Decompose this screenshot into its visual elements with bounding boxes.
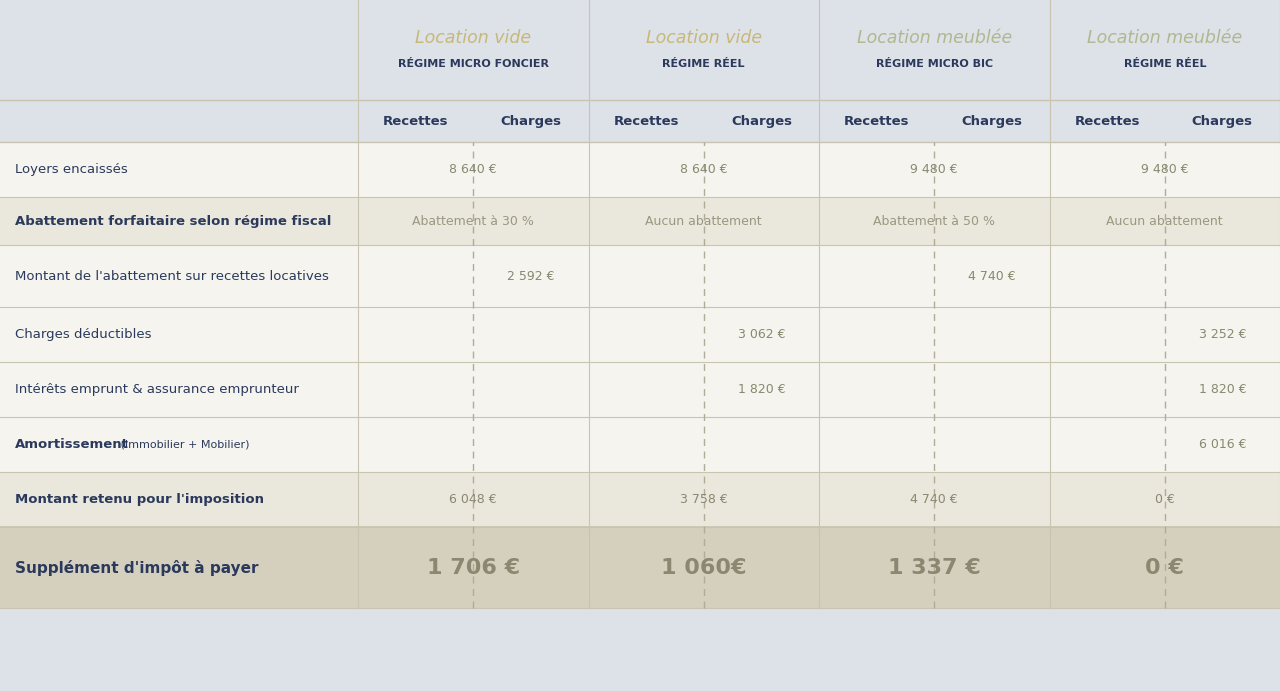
Text: RÉGIME RÉEL: RÉGIME RÉEL	[1124, 59, 1206, 69]
Text: 9 480 €: 9 480 €	[1140, 163, 1189, 176]
Text: Aucun abattement: Aucun abattement	[1106, 214, 1224, 227]
Text: 2 592 €: 2 592 €	[507, 269, 554, 283]
Text: Recettes: Recettes	[844, 115, 909, 128]
Text: Recettes: Recettes	[1074, 115, 1140, 128]
Text: Abattement à 50 %: Abattement à 50 %	[873, 214, 996, 227]
Text: 1 820 €: 1 820 €	[1198, 383, 1247, 396]
Text: Recettes: Recettes	[383, 115, 448, 128]
Text: 0 €: 0 €	[1146, 558, 1184, 578]
Text: Loyers encaissés: Loyers encaissés	[15, 163, 128, 176]
Text: Location vide: Location vide	[645, 29, 762, 47]
Text: Location meublée: Location meublée	[1087, 29, 1243, 47]
Bar	[0, 472, 1280, 527]
Text: Location meublée: Location meublée	[856, 29, 1012, 47]
Text: Intérêts emprunt & assurance emprunteur: Intérêts emprunt & assurance emprunteur	[15, 383, 298, 396]
Bar	[0, 142, 1280, 197]
Text: (Immobilier + Mobilier): (Immobilier + Mobilier)	[116, 439, 250, 450]
Text: 4 740 €: 4 740 €	[910, 493, 957, 506]
Bar	[0, 245, 1280, 307]
Text: 3 062 €: 3 062 €	[737, 328, 785, 341]
Bar	[0, 0, 1280, 100]
Bar	[0, 362, 1280, 417]
Text: Abattement forfaitaire selon régime fiscal: Abattement forfaitaire selon régime fisc…	[15, 214, 332, 227]
Bar	[0, 527, 1280, 608]
Text: 1 706 €: 1 706 €	[426, 558, 520, 578]
Text: Charges: Charges	[1192, 115, 1253, 128]
Text: 1 337 €: 1 337 €	[888, 558, 980, 578]
Text: 3 758 €: 3 758 €	[680, 493, 727, 506]
Text: RÉGIME RÉEL: RÉGIME RÉEL	[663, 59, 745, 69]
Text: 6 016 €: 6 016 €	[1198, 438, 1247, 451]
Text: Amortissement: Amortissement	[15, 438, 129, 451]
Text: 9 480 €: 9 480 €	[910, 163, 957, 176]
Text: Abattement à 30 %: Abattement à 30 %	[412, 214, 534, 227]
Text: Charges: Charges	[961, 115, 1023, 128]
Text: 8 640 €: 8 640 €	[680, 163, 727, 176]
Text: 1 060€: 1 060€	[660, 558, 746, 578]
Text: Aucun abattement: Aucun abattement	[645, 214, 762, 227]
Text: RÉGIME MICRO FONCIER: RÉGIME MICRO FONCIER	[398, 59, 549, 69]
Text: Recettes: Recettes	[613, 115, 678, 128]
Text: Montant de l'abattement sur recettes locatives: Montant de l'abattement sur recettes loc…	[15, 269, 329, 283]
Text: Charges: Charges	[500, 115, 562, 128]
Text: Charges: Charges	[731, 115, 792, 128]
Bar	[0, 307, 1280, 362]
Text: RÉGIME MICRO BIC: RÉGIME MICRO BIC	[876, 59, 993, 69]
Text: Montant retenu pour l'imposition: Montant retenu pour l'imposition	[15, 493, 264, 506]
Text: Charges déductibles: Charges déductibles	[15, 328, 151, 341]
Text: 8 640 €: 8 640 €	[449, 163, 497, 176]
Text: 6 048 €: 6 048 €	[449, 493, 497, 506]
Bar	[0, 417, 1280, 472]
Bar	[0, 197, 1280, 245]
Text: Location vide: Location vide	[415, 29, 531, 47]
Bar	[0, 100, 1280, 142]
Text: 0 €: 0 €	[1155, 493, 1175, 506]
Text: 1 820 €: 1 820 €	[737, 383, 785, 396]
Text: Supplément d'impôt à payer: Supplément d'impôt à payer	[15, 560, 259, 576]
Text: 3 252 €: 3 252 €	[1198, 328, 1247, 341]
Text: 4 740 €: 4 740 €	[968, 269, 1016, 283]
